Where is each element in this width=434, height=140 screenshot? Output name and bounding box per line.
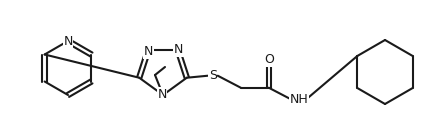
Text: O: O xyxy=(264,53,274,66)
Text: N: N xyxy=(144,45,153,58)
Text: N: N xyxy=(157,88,167,101)
Text: N: N xyxy=(174,43,184,56)
Text: NH: NH xyxy=(289,93,308,106)
Text: N: N xyxy=(63,34,72,47)
Text: S: S xyxy=(209,69,217,82)
